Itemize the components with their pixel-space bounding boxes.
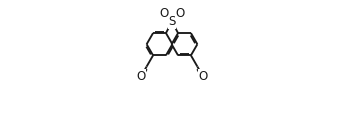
Text: O: O — [175, 7, 185, 20]
Text: O: O — [136, 70, 146, 83]
Text: O: O — [198, 70, 208, 83]
Text: O: O — [159, 7, 169, 20]
Text: S: S — [168, 15, 176, 28]
